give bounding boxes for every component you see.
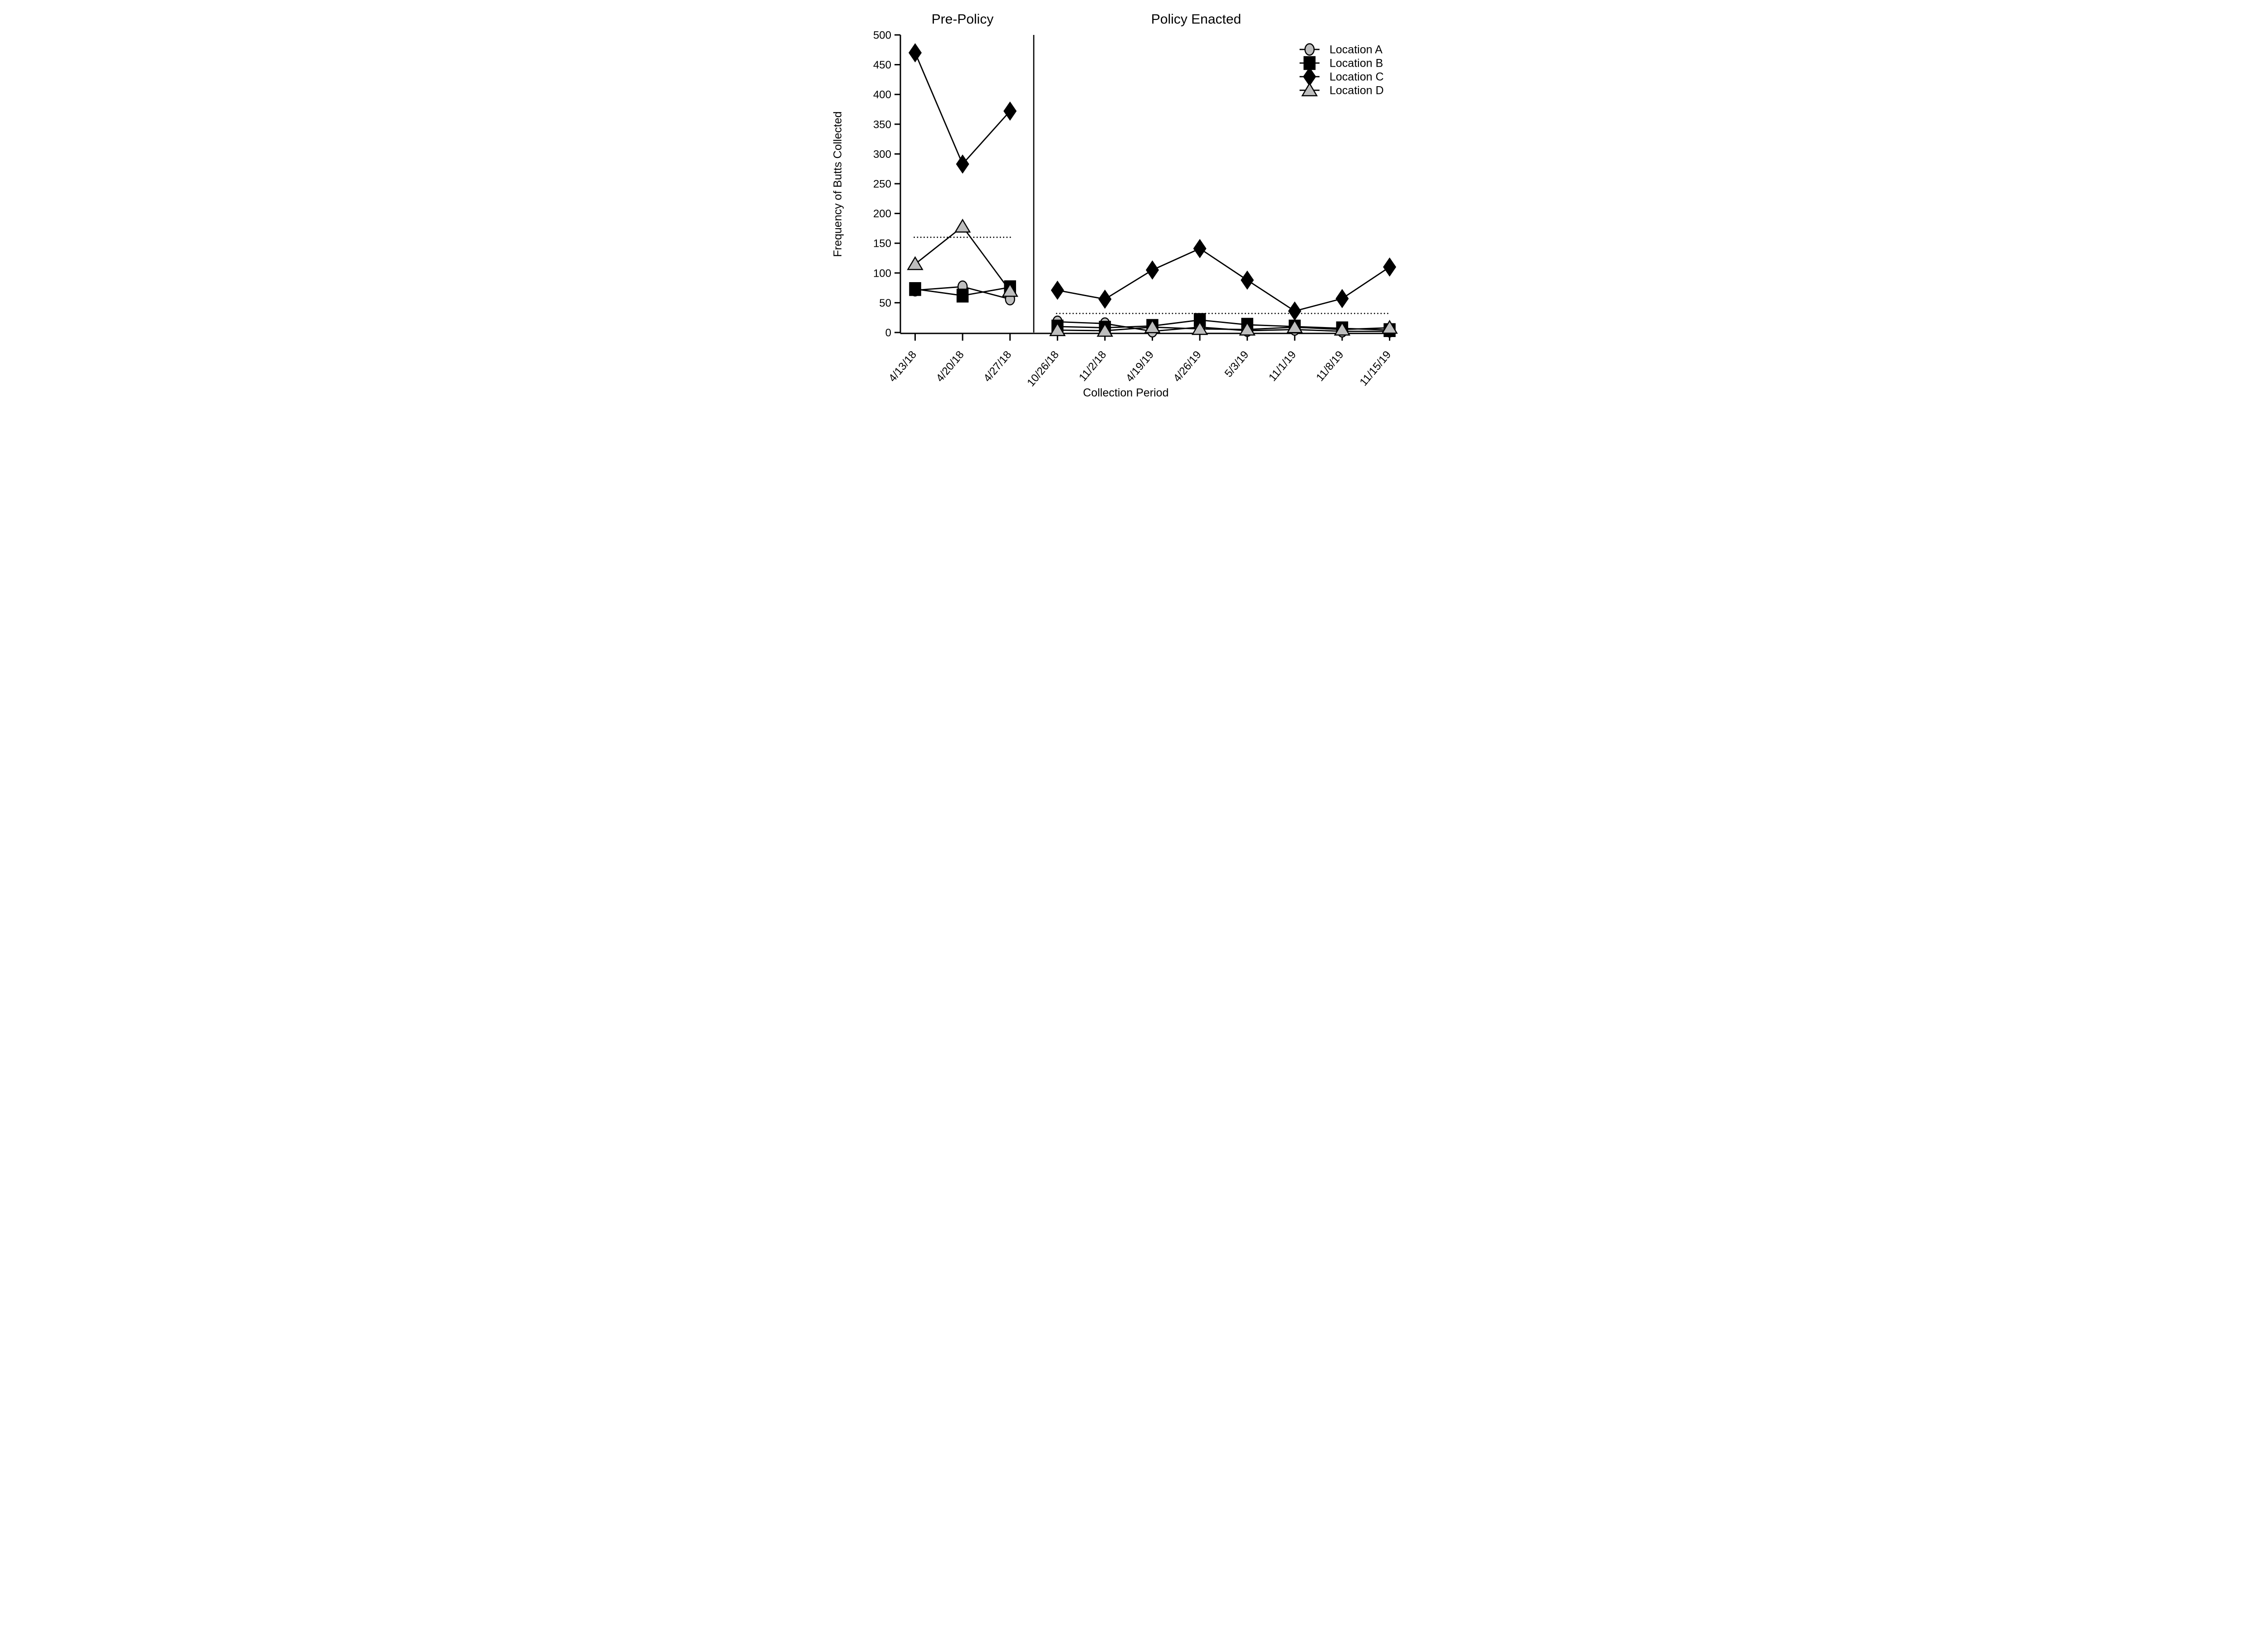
y-tick-label-350: 350 [873, 118, 891, 131]
legend-item-location-c: Location C [1300, 67, 1384, 87]
series-location-d [907, 219, 1398, 337]
x-tick-label-4/19/19: 4/19/19 [1124, 349, 1156, 385]
y-tick-label-250: 250 [873, 178, 891, 191]
legend-item-location-b: Location B [1300, 56, 1383, 70]
marker-location-d-4/27/18 [1002, 283, 1018, 297]
y-tick-label-450: 450 [873, 59, 891, 71]
marker-location-c-5/3/19 [1241, 270, 1254, 290]
line-pre-location-c [914, 52, 1011, 166]
marker-location-c-4/20/18 [956, 154, 969, 174]
marker-location-d-4/19/19 [1144, 319, 1161, 333]
marker-location-d-11/2/18 [1096, 323, 1114, 337]
marker-location-d-5/3/19 [1239, 321, 1256, 336]
marker-location-d-4/13/18 [907, 256, 924, 270]
x-axis-title: Collection Period [1083, 386, 1169, 399]
series-location-c [908, 43, 1397, 321]
legend-label-location-d: Location D [1330, 84, 1384, 97]
marker-location-c-4/19/19 [1145, 260, 1159, 280]
marker-location-c-4/13/18 [908, 43, 922, 63]
marker-location-c-10/26/18 [1051, 280, 1064, 300]
x-tick-label-5/3/19: 5/3/19 [1222, 349, 1251, 380]
x-tick-label-4/20/18: 4/20/18 [934, 349, 967, 385]
legend-marker-circle-icon [1304, 43, 1315, 56]
y-tick-label-100: 100 [873, 267, 891, 279]
marker-location-c-11/1/19 [1288, 301, 1301, 321]
x-tick-label-11/15/19: 11/15/19 [1358, 349, 1394, 389]
legend-label-location-a: Location A [1330, 44, 1383, 56]
panel-title-policy-enacted: Policy Enacted [1151, 12, 1241, 27]
marker-location-c-4/27/18 [1003, 101, 1017, 121]
y-tick-label-0: 0 [885, 327, 891, 339]
chart-figure: 0 50 100 150 200 250 300 350 400 450 500 4/13/18 4/2… [828, 0, 1440, 408]
legend-marker-triangle-icon [1301, 82, 1318, 97]
y-tick-label-200: 200 [873, 208, 891, 220]
x-tick-label-11/2/18: 11/2/18 [1076, 349, 1109, 384]
legend-item-location-a: Location A [1300, 43, 1383, 56]
line-post-location-b [1057, 319, 1390, 331]
line-post-location-c [1057, 248, 1390, 312]
line-post-location-d [1057, 326, 1390, 332]
legend-label-location-b: Location B [1330, 57, 1383, 70]
marker-location-c-11/8/19 [1335, 289, 1349, 308]
y-tick-label-50: 50 [879, 297, 891, 309]
x-tick-label-4/26/19: 4/26/19 [1171, 349, 1204, 385]
legend-label-location-c: Location C [1330, 71, 1384, 83]
marker-location-d-4/26/19 [1191, 321, 1208, 335]
y-tick-label-300: 300 [873, 148, 891, 161]
marker-location-c-4/26/19 [1193, 239, 1207, 259]
legend-item-location-d: Location D [1300, 82, 1384, 97]
x-tick-label-4/13/18: 4/13/18 [886, 349, 919, 385]
marker-location-d-4/20/18 [954, 219, 971, 233]
x-tick-label-11/8/19: 11/8/19 [1314, 349, 1346, 384]
y-tick-label-400: 400 [873, 89, 891, 101]
marker-location-b-4/13/18 [909, 282, 921, 296]
x-tick-label-4/27/18: 4/27/18 [981, 349, 1014, 385]
marker-location-d-10/26/18 [1049, 322, 1066, 337]
y-tick-label-500: 500 [873, 29, 891, 42]
y-axis-title: Frequency of Butts Collected [831, 112, 844, 257]
marker-location-d-11/8/19 [1334, 321, 1351, 336]
butts-collected-line-chart: 0 50 100 150 200 250 300 350 400 450 500 4/13/18 4/2… [831, 12, 1398, 399]
marker-location-d-11/1/19 [1286, 319, 1303, 333]
marker-location-b-4/20/18 [956, 288, 969, 303]
y-tick-label-150: 150 [873, 238, 891, 250]
marker-location-d-11/15/19 [1381, 320, 1398, 334]
x-tick-label-10/26/18: 10/26/18 [1025, 349, 1061, 389]
marker-location-c-11/2/18 [1098, 289, 1112, 309]
panel-title-pre-policy: Pre-Policy [932, 12, 994, 27]
x-tick-label-11/1/19: 11/1/19 [1266, 349, 1299, 384]
marker-location-c-11/15/19 [1383, 257, 1397, 277]
